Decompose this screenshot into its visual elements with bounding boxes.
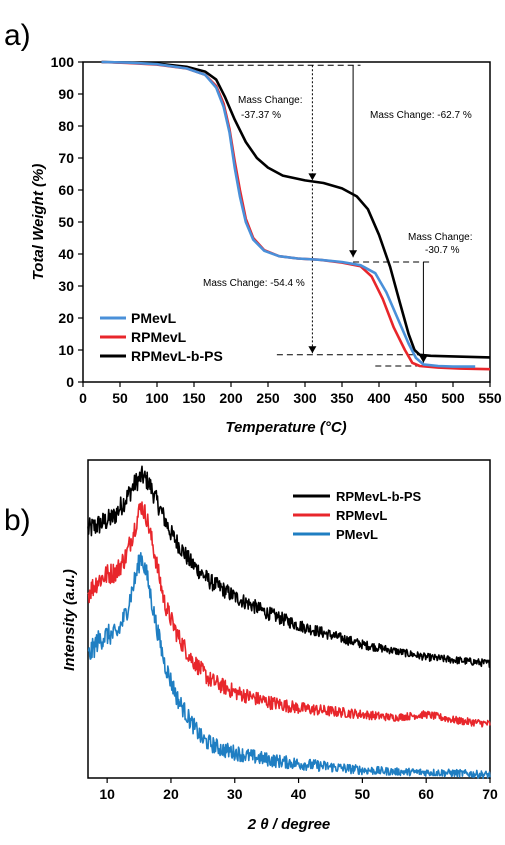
x-tick-label-350: 350 (330, 390, 354, 406)
chart-a-legend: PMevL RPMevL RPMevL-b-PS (100, 310, 223, 364)
annotation-3-line2: -30.7 % (425, 245, 460, 256)
y-tick-label-60: 60 (58, 182, 74, 198)
x-tick-label-200: 200 (219, 390, 243, 406)
chart-b: 10 20 30 40 50 60 70 2 θ / degree Intensity (a… (61, 459, 498, 833)
y-tick-label-70: 70 (58, 150, 74, 166)
chart-b-series (87, 465, 491, 780)
annotation-1-line1: Mass Change: (238, 95, 302, 106)
chart-a: 0 50 100 150 200 250 300 350 400 450 500 550 0 10 20 30… (30, 54, 502, 436)
b-x-tick-label-60: 60 (418, 786, 434, 802)
y-tick-label-100: 100 (51, 54, 75, 70)
b-x-tick-label-70: 70 (482, 786, 498, 802)
b-x-tick-label-10: 10 (99, 786, 115, 802)
annotation-4: Mass Change: -54.4 % (203, 278, 305, 289)
x-tick-label-300: 300 (293, 390, 317, 406)
legend-a-label-pmevl: PMevL (131, 310, 177, 326)
y-tick-label-30: 30 (58, 278, 74, 294)
chart-a-y-axis-title: Total Weight (%) (30, 164, 47, 281)
b-x-tick-label-20: 20 (163, 786, 179, 802)
x-tick-label-450: 450 (404, 390, 428, 406)
panel-a-label: a) (4, 19, 31, 52)
chart-b-legend: RPMevL-b-PS RPMevL PMevL (293, 489, 422, 542)
series-b-pmevl (87, 552, 491, 780)
legend-b-label-pmevl: PMevL (336, 527, 378, 542)
y-tick-label-40: 40 (58, 246, 74, 262)
y-tick-label-20: 20 (58, 310, 74, 326)
chart-b-frame (87, 459, 491, 779)
legend-b-label-rpmevl-b-ps: RPMevL-b-PS (336, 489, 422, 504)
b-x-tick-label-50: 50 (355, 786, 371, 802)
legend-b-label-rpmevl: RPMevL (336, 508, 387, 523)
x-tick-label-100: 100 (145, 390, 169, 406)
series-b-rpmevl-b-ps (87, 465, 491, 669)
x-tick-label-400: 400 (367, 390, 391, 406)
arrowhead-4 (308, 346, 317, 354)
chart-a-ticks: 0 50 100 150 200 250 300 350 400 450 500 550 0 10 20 30… (51, 54, 502, 406)
x-tick-label-250: 250 (256, 390, 280, 406)
x-tick-label-500: 500 (441, 390, 465, 406)
y-tick-label-50: 50 (58, 214, 74, 230)
arrowhead-2 (349, 250, 358, 258)
chart-b-ticks: 10 20 30 40 50 60 70 (99, 778, 498, 802)
chart-b-y-axis-title: Intensity (a.u.) (61, 569, 78, 671)
y-tick-label-80: 80 (58, 118, 74, 134)
chart-a-x-axis-title: Temperature (°C) (225, 419, 346, 436)
annotation-2: Mass Change: -62.7 % (370, 110, 472, 121)
x-tick-label-0: 0 (79, 390, 87, 406)
arrowhead-1 (308, 173, 317, 181)
chart-a-series (101, 60, 491, 371)
y-tick-label-90: 90 (58, 86, 74, 102)
b-x-tick-label-30: 30 (227, 786, 243, 802)
x-tick-label-50: 50 (112, 390, 128, 406)
legend-a-label-rpmevl-b-ps: RPMevL-b-PS (131, 348, 223, 364)
annotation-3-line1: Mass Change: (408, 232, 472, 243)
panel-b-label: b) (4, 504, 31, 537)
chart-a-annotation-lines (197, 64, 431, 367)
arrowhead-3 (419, 355, 428, 363)
y-tick-label-0: 0 (66, 374, 74, 390)
legend-a-label-rpmevl: RPMevL (131, 329, 187, 345)
y-tick-label-10: 10 (58, 342, 74, 358)
chart-b-x-axis-title: 2 θ / degree (247, 816, 331, 833)
x-tick-label-550: 550 (478, 390, 502, 406)
series-a-rpmevl-b-ps (101, 60, 491, 359)
series-a-pmevl (101, 60, 476, 368)
x-tick-label-150: 150 (182, 390, 206, 406)
annotation-1-line2: -37.37 % (241, 110, 281, 121)
b-x-tick-label-40: 40 (291, 786, 307, 802)
series-b-rpmevl (87, 501, 491, 728)
